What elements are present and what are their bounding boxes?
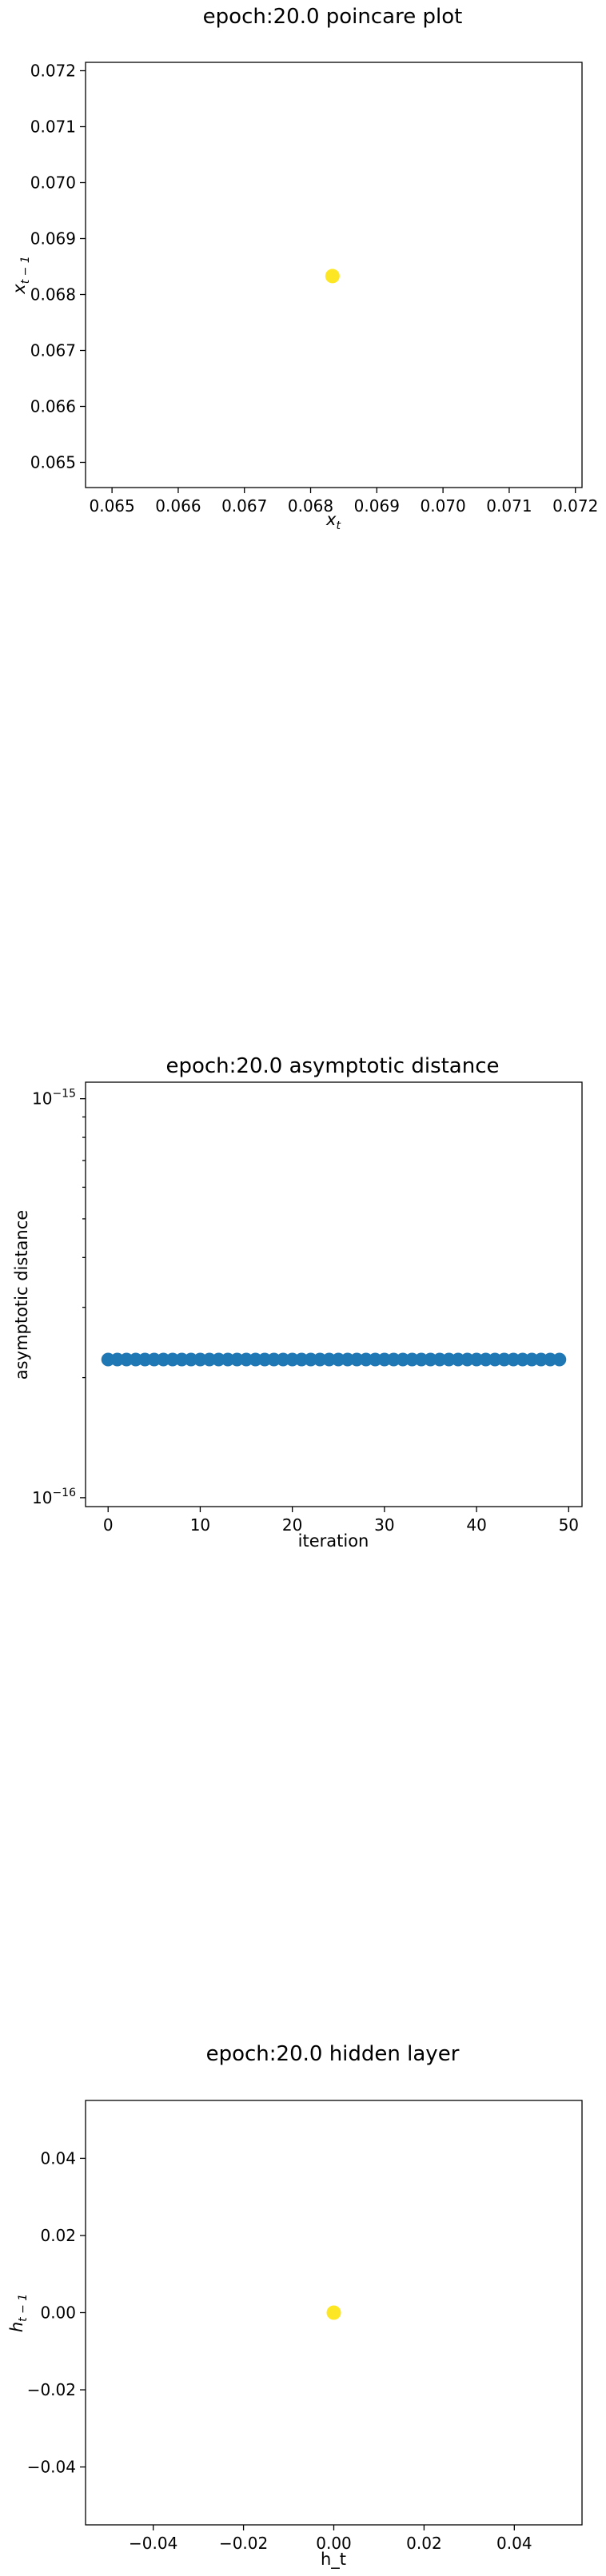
- x-tick-label: 30: [374, 1515, 394, 1535]
- y-tick-exponent: −16: [52, 1487, 76, 1499]
- x-tick-label: 0.04: [496, 2534, 532, 2553]
- y-ticks: 0.065 0.066 0.067 0.068 0.069 0.070 0.071 0.072: [30, 62, 86, 472]
- chart-hidden-layer: epoch:20.0 hidden layer −0.04 −0.02 0.00 0.…: [7, 2042, 583, 2570]
- x-axis-label-sub: t: [336, 520, 341, 532]
- y-axis-label: xt − 1: [10, 256, 32, 294]
- x-tick-label: 0.069: [354, 496, 400, 516]
- x-axis-label: iteration: [298, 1531, 369, 1551]
- y-tick-label: 0.00: [40, 2303, 76, 2323]
- x-ticks: 0.065 0.066 0.067 0.068 0.069 0.070 0.071 0.072: [89, 488, 598, 516]
- y-tick-label: 0.072: [30, 62, 76, 81]
- y-ticks: −0.04 −0.02 0.00 0.02 0.04: [27, 2148, 86, 2477]
- x-axis-label: h_t: [321, 2550, 346, 2570]
- x-tick-label: 10: [190, 1515, 210, 1535]
- data-points: [326, 2305, 341, 2320]
- plot-frame: [85, 62, 583, 488]
- data-points: [325, 269, 340, 284]
- y-tick-label: 0.068: [30, 285, 76, 305]
- y-tick-base: 10: [32, 1488, 52, 1507]
- y-tick-label: −0.02: [27, 2380, 76, 2399]
- x-axis-label: xt: [325, 510, 341, 532]
- x-tick-label: 20: [282, 1515, 302, 1535]
- y-tick-label: 0.04: [40, 2148, 76, 2168]
- y-tick-label: 0.069: [30, 229, 76, 249]
- y-tick-base: 10: [32, 1089, 52, 1109]
- chart-title: epoch:20.0 asymptotic distance: [165, 1054, 499, 1078]
- x-tick-label: 40: [466, 1515, 486, 1535]
- y-tick-label: 0.066: [30, 397, 76, 416]
- y-axis-label-sub: t − 1: [17, 2294, 30, 2322]
- x-tick-label: 0.02: [406, 2534, 442, 2553]
- y-tick-label: 0.02: [40, 2226, 76, 2245]
- y-tick-label: 0.067: [30, 341, 76, 360]
- x-tick-label: 0.065: [89, 496, 134, 516]
- x-tick-label: 0: [103, 1515, 114, 1535]
- x-ticks: 0 10 20 30 40 50: [103, 1507, 579, 1535]
- data-point: [326, 2305, 341, 2320]
- x-ticks: −0.04 −0.02 0.00 0.02 0.04: [129, 2525, 532, 2553]
- x-tick-label: 50: [559, 1515, 579, 1535]
- x-tick-label: 0.066: [155, 496, 201, 516]
- chart-title: epoch:20.0 hidden layer: [206, 2042, 460, 2066]
- y-axis-label-main: x: [10, 284, 29, 295]
- x-tick-label: −0.02: [219, 2534, 268, 2553]
- x-tick-label: −0.04: [129, 2534, 177, 2553]
- data-points: [101, 1352, 567, 1367]
- chart-asymptotic-distance: epoch:20.0 asymptotic distance 0 10 20 30 40…: [12, 1054, 583, 1551]
- y-tick-label: 10−16: [32, 1487, 76, 1507]
- x-tick-label: 0.070: [420, 496, 465, 516]
- x-tick-label: 0.067: [221, 496, 267, 516]
- y-tick-label: −0.04: [27, 2458, 76, 2477]
- y-axis-label-main: h: [7, 2322, 26, 2332]
- x-tick-label: 0.00: [316, 2534, 352, 2553]
- y-tick-label: 0.071: [30, 117, 76, 137]
- x-tick-label: 0.072: [552, 496, 598, 516]
- y-axis-label-sub: t − 1: [19, 256, 32, 284]
- x-tick-label: 0.068: [288, 496, 333, 516]
- y-tick-exponent: −15: [52, 1088, 76, 1101]
- y-axis-label: ht − 1: [7, 2294, 30, 2332]
- x-tick-label: 0.071: [486, 496, 532, 516]
- data-point: [552, 1352, 567, 1367]
- chart-poincare: epoch:20.0 poincare plot 0.065 0.066 0.067…: [10, 5, 598, 532]
- plot-frame: [85, 1081, 583, 1507]
- y-tick-label: 0.065: [30, 453, 76, 472]
- y-tick-label: 10−15: [32, 1088, 76, 1109]
- chart-title: epoch:20.0 poincare plot: [203, 5, 463, 29]
- x-axis-label-main: x: [325, 510, 337, 529]
- y-tick-label: 0.070: [30, 173, 76, 193]
- data-point: [325, 269, 340, 284]
- y-axis-label: asymptotic distance: [12, 1210, 31, 1380]
